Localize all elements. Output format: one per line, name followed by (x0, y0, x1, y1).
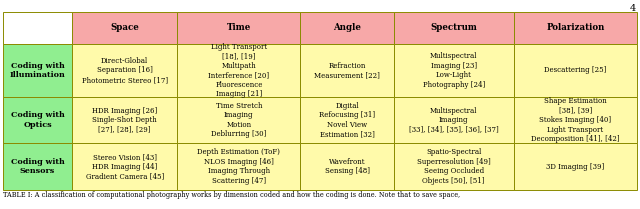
Bar (72, 143, 177, 190)
Bar (72, 97, 177, 143)
Text: 4: 4 (630, 4, 636, 13)
Text: Angle: Angle (333, 23, 361, 32)
Text: 3D Imaging [39]: 3D Imaging [39] (547, 163, 605, 171)
Bar (394, 97, 514, 143)
Bar (3, 97, 72, 143)
Text: Time Stretch
Imaging
Motion
Deblurring [30]: Time Stretch Imaging Motion Deblurring [… (211, 102, 266, 138)
Text: Multispectral
Imaging
[33], [34], [35], [36], [37]: Multispectral Imaging [33], [34], [35], … (409, 107, 499, 134)
Bar (177, 44, 300, 97)
Bar (177, 12, 300, 44)
Bar (394, 12, 514, 44)
Bar (300, 143, 394, 190)
Text: Coding with
Optics: Coding with Optics (11, 111, 65, 129)
Text: Descattering [25]: Descattering [25] (544, 66, 607, 74)
Bar (72, 12, 177, 44)
Bar (3, 143, 72, 190)
Text: Spatio-Spectral
Superresolution [49]
Seeing Occluded
Objects [50], [51]: Spatio-Spectral Superresolution [49] See… (417, 148, 491, 185)
Text: Multispectral
Imaging [23]
Low-Light
Photography [24]: Multispectral Imaging [23] Low-Light Pho… (422, 52, 485, 89)
Text: Depth Estimation (ToF)
NLOS Imaging [46]
Imaging Through
Scattering [47]: Depth Estimation (ToF) NLOS Imaging [46]… (197, 148, 280, 185)
Bar (177, 97, 300, 143)
Bar (394, 143, 514, 190)
Text: Refraction
Measurement [22]: Refraction Measurement [22] (314, 62, 380, 79)
Text: Spectrum: Spectrum (430, 23, 477, 32)
Bar (514, 44, 637, 97)
Text: Time: Time (227, 23, 251, 32)
Text: Light Transport
[18], [19]
Multipath
Interference [20]
Fluorescence
Imaging [21]: Light Transport [18], [19] Multipath Int… (208, 43, 269, 98)
Bar (3, 44, 72, 97)
Bar (514, 12, 637, 44)
Text: Coding with
Sensors: Coding with Sensors (11, 158, 65, 175)
Text: Direct-Global
Separation [16]
Photometric Stereo [17]: Direct-Global Separation [16] Photometri… (82, 57, 168, 84)
Text: HDR Imaging [26]
Single-Shot Depth
[27], [28], [29]: HDR Imaging [26] Single-Shot Depth [27],… (92, 107, 157, 134)
Bar (300, 12, 394, 44)
Text: Wavefront
Sensing [48]: Wavefront Sensing [48] (324, 158, 369, 175)
Bar (394, 44, 514, 97)
Text: Space: Space (110, 23, 139, 32)
Bar (3, 12, 72, 44)
Bar (177, 143, 300, 190)
Text: Stereo Vision [43]
HDR Imaging [44]
Gradient Camera [45]: Stereo Vision [43] HDR Imaging [44] Grad… (86, 153, 164, 180)
Text: Digital
Refocusing [31]
Novel View
Estimation [32]: Digital Refocusing [31] Novel View Estim… (319, 102, 375, 138)
Text: Coding with
Illumination: Coding with Illumination (10, 62, 65, 79)
Bar (300, 97, 394, 143)
Text: Shape Estimation
[38], [39]
Stokes Imaging [40]
Light Transport
Decomposition [4: Shape Estimation [38], [39] Stokes Imagi… (531, 97, 620, 143)
Text: TABLE I: A classification of computational photography works by dimension coded : TABLE I: A classification of computation… (3, 191, 460, 199)
Bar (72, 44, 177, 97)
Bar (300, 44, 394, 97)
Text: Polarization: Polarization (546, 23, 605, 32)
Bar (514, 97, 637, 143)
Bar (514, 143, 637, 190)
